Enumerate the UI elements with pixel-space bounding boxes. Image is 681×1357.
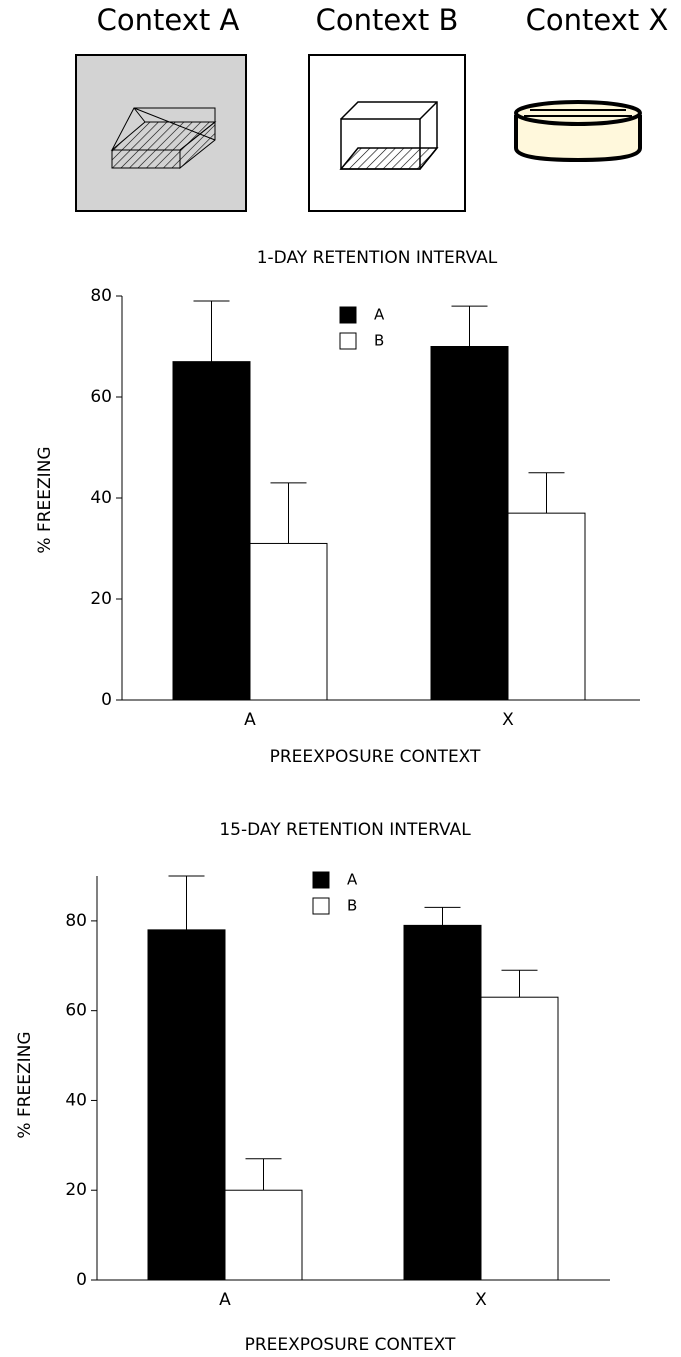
y-tick-label: 40 (90, 488, 112, 508)
legend-label: B (347, 897, 357, 915)
y-tick-label: 0 (76, 1270, 87, 1290)
bar (404, 925, 481, 1280)
x-tick-label: X (502, 710, 514, 730)
x-axis-label: PREEXPOSURE CONTEXT (245, 1335, 456, 1355)
legend-swatch (340, 307, 356, 323)
y-axis-label: % FREEZING (35, 446, 55, 553)
y-axis-label: % FREEZING (15, 1031, 35, 1138)
context-x-illustration (516, 102, 640, 160)
bar (148, 930, 225, 1280)
bar (173, 362, 250, 700)
legend-swatch (313, 898, 329, 914)
y-tick-label: 40 (65, 1090, 87, 1110)
bar (225, 1190, 302, 1280)
y-tick-label: 20 (90, 589, 112, 609)
panel-label: Context B (316, 3, 459, 37)
y-tick-label: 80 (90, 286, 112, 306)
panel-label: Context A (97, 3, 240, 37)
panel-label: Context X (526, 3, 669, 37)
chart-title: 1-DAY RETENTION INTERVAL (257, 248, 498, 268)
legend-label: A (347, 871, 358, 889)
legend-swatch (313, 872, 329, 888)
y-tick-label: 0 (101, 690, 112, 710)
context-b-illustration (309, 55, 465, 211)
y-tick-label: 60 (90, 387, 112, 407)
y-tick-label: 20 (65, 1180, 87, 1200)
bar (481, 997, 558, 1280)
y-tick-label: 60 (65, 1001, 87, 1021)
x-tick-label: A (219, 1290, 231, 1310)
x-axis-label: PREEXPOSURE CONTEXT (270, 747, 481, 767)
bar (250, 543, 327, 700)
legend-label: B (374, 332, 384, 350)
figure: Context A Context B Context X 1-DAY RETE… (0, 0, 681, 1357)
chart-title: 15-DAY RETENTION INTERVAL (219, 820, 471, 840)
x-tick-label: X (475, 1290, 487, 1310)
bar (431, 347, 508, 701)
bar (508, 513, 585, 700)
y-tick-label: 80 (65, 911, 87, 931)
x-tick-label: A (244, 710, 256, 730)
page: Context A Context B Context X 1-DAY RETE… (0, 0, 681, 1357)
legend-swatch (340, 333, 356, 349)
context-a-illustration (76, 55, 246, 211)
legend-label: A (374, 306, 385, 324)
